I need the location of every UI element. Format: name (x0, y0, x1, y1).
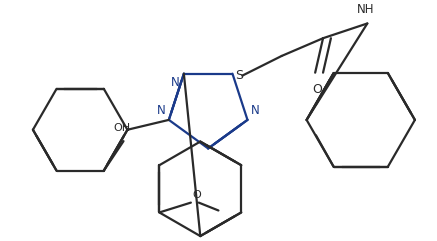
Text: NH: NH (357, 3, 374, 16)
Text: N: N (250, 104, 259, 117)
Text: S: S (236, 69, 243, 82)
Text: O: O (312, 82, 322, 95)
Text: O: O (193, 190, 201, 200)
Text: N: N (171, 76, 180, 89)
Text: N: N (157, 104, 166, 117)
Text: OH: OH (113, 123, 130, 133)
